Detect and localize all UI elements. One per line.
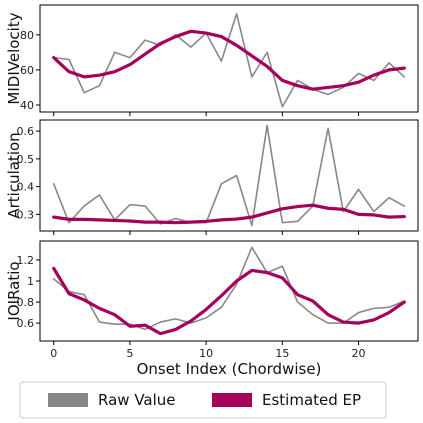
y-axis-label: IOIRatio [5,261,23,320]
legend-label-raw-value: Raw Value [98,391,176,409]
y-tick-label: 0.6 [17,317,35,330]
y-tick-label: 0.3 [17,208,35,221]
axes-frame [39,4,419,113]
y-axis-label: MIDIVelocity [5,12,23,104]
y-tick-label: 40 [20,99,34,112]
y-tick-label: 1 [27,275,34,288]
series-line-raw-value [52,12,406,108]
y-tick-label: 0.6 [17,125,35,138]
axes-frame [39,119,419,232]
legend-swatch-raw-value [48,393,88,407]
panel-3: 0.6 0.8 1 1.2 0 5 10 15 20 IOIRatio Onset Index (C… [5,240,419,378]
x-tick-label: 20 [352,347,366,360]
series-line-estimated-ep [52,29,406,91]
x-tick-label: 5 [126,347,133,360]
y-tick-label: 0.4 [17,181,35,194]
y-tick-label: 1.2 [17,254,35,267]
series-line-estimated-ep [52,266,406,336]
x-axis-label: Onset Index (Chordwise) [137,360,322,378]
y-tick-label: 0.5 [17,153,35,166]
legend-label-estimated-ep: Estimated EP [262,391,361,409]
series-line-raw-value [52,124,406,227]
series-line-estimated-ep [52,203,406,225]
axes-frame [39,240,419,342]
y-tick-label: 60 [20,64,34,77]
legend-swatch-estimated-ep [212,393,252,407]
legend-box [19,381,387,419]
legend: Raw Value Estimated EP [19,381,387,419]
x-tick-label: 15 [275,347,289,360]
y-axis-label: Articulation [5,132,23,218]
y-tick-label: 0.8 [17,296,35,309]
x-tick-label: 10 [199,347,213,360]
x-tick-label: 0 [50,347,57,360]
y-tick-label: 80 [20,29,34,42]
